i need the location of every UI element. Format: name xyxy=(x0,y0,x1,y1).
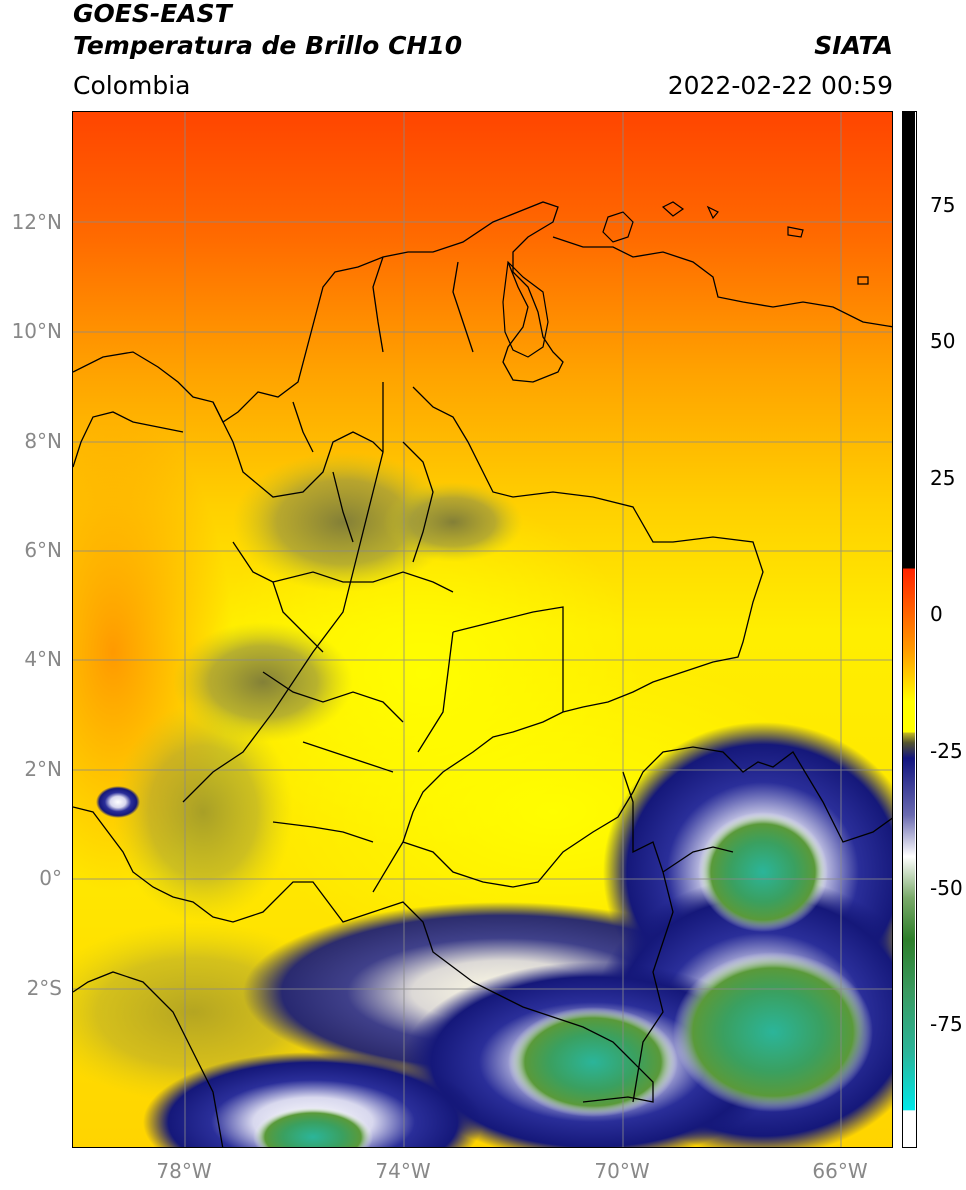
lat-label-2n: 2°N xyxy=(24,757,62,781)
colorbar-gradient xyxy=(903,112,915,1146)
map-panel xyxy=(72,111,893,1148)
product-title: Temperatura de Brillo CH10 xyxy=(73,31,463,60)
cloud-patch xyxy=(113,702,293,922)
colorbar-tick-minus50: -50 xyxy=(930,876,963,900)
cold-cloud-top xyxy=(698,812,828,932)
colorbar-tick-minus25: -25 xyxy=(930,739,963,763)
lat-label-2s: 2°S xyxy=(26,976,62,1000)
map-canvas xyxy=(73,112,892,1147)
lat-label-12n: 12°N xyxy=(11,210,62,234)
organization-label: SIATA xyxy=(814,31,893,60)
lat-label-4n: 4°N xyxy=(24,647,62,671)
datetime-label: 2022-02-22 00:59 xyxy=(667,71,893,100)
colorbar-tick-0: 0 xyxy=(930,602,943,626)
lat-label-10n: 10°N xyxy=(11,319,62,343)
lat-label-6n: 6°N xyxy=(24,538,62,562)
colorbar-tick-minus75: -75 xyxy=(930,1012,963,1036)
graticule xyxy=(73,112,892,1147)
lon-label-66w: 66°W xyxy=(812,1159,868,1183)
lon-label-70w: 70°W xyxy=(594,1159,650,1183)
colorbar-tick-25: 25 xyxy=(930,466,956,490)
colorbar-tick-75: 75 xyxy=(930,193,956,217)
cloud-patch xyxy=(383,482,523,562)
region-label: Colombia xyxy=(73,71,191,100)
lon-label-74w: 74°W xyxy=(375,1159,431,1183)
convective-cloud xyxy=(143,1052,483,1147)
satellite-title: GOES-EAST xyxy=(73,0,232,28)
convective-cloud xyxy=(96,786,140,818)
islands xyxy=(502,201,869,358)
colorbar-tick-50: 50 xyxy=(930,329,956,353)
cold-cloud-top xyxy=(673,952,873,1112)
cloud-patch xyxy=(233,452,453,592)
cold-cloud-top xyxy=(253,1107,373,1147)
lat-label-8n: 8°N xyxy=(24,429,62,453)
lat-label-0: 0° xyxy=(39,866,62,890)
colorbar xyxy=(902,111,917,1148)
lon-label-78w: 78°W xyxy=(156,1159,212,1183)
coastline-borders xyxy=(73,201,892,1147)
